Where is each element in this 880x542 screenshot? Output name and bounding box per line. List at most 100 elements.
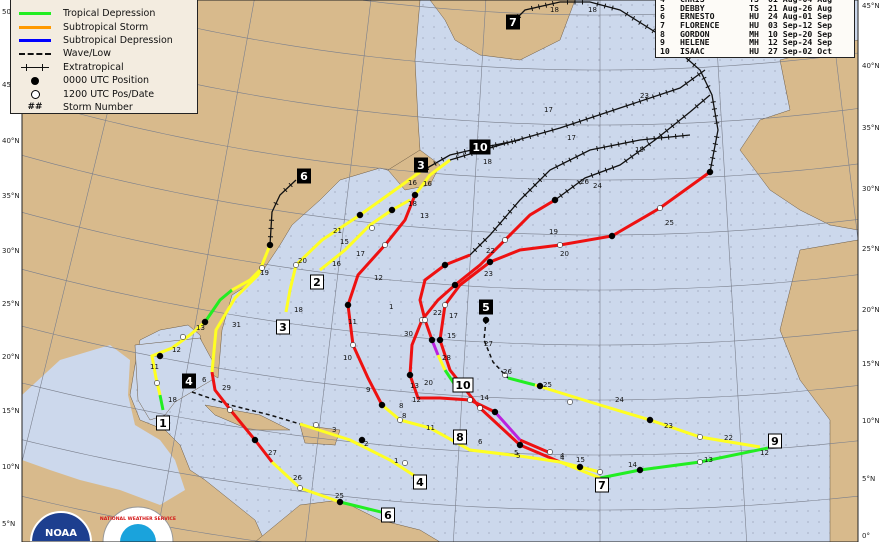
- europe: [739, 39, 858, 231]
- 0000-utc-position-dot: [251, 436, 259, 444]
- storm-table-row: 4CHRISTS01 Aug-04 Aug: [656, 0, 854, 4]
- date-label: 27: [484, 340, 493, 348]
- land-masses: [22, 0, 858, 542]
- 0000-utc-position-dot: [491, 408, 499, 416]
- extratropical-tick: [638, 98, 642, 104]
- extratropical-tick: [672, 87, 675, 93]
- date-label: 12: [374, 274, 383, 282]
- date-label: 11: [348, 318, 357, 326]
- date-label: 18: [588, 6, 597, 14]
- date-label: 23: [484, 270, 493, 278]
- date-label: 18: [168, 396, 177, 404]
- storm-number-text: 6: [300, 170, 308, 183]
- extratropical-tick: [696, 72, 701, 77]
- track-segment-tropical-depression: [158, 394, 165, 411]
- legend-symbol-crossed-line: [15, 62, 55, 72]
- date-label: 14: [628, 461, 637, 469]
- storm-num: 7: [660, 20, 665, 31]
- date-label: 20: [424, 379, 433, 387]
- noaa-logo: [29, 511, 93, 542]
- storm-table-row: 5 DEBBY TS 21 Aug-26 Aug: [656, 2, 854, 13]
- latitude-label: 40°N: [2, 137, 20, 145]
- storm-number-text: 2: [313, 276, 321, 289]
- date-label: 18: [550, 6, 559, 14]
- storm-number-6: 6: [381, 507, 395, 523]
- date-label: 28: [442, 354, 451, 362]
- extratropical-tick: [472, 247, 478, 253]
- extratropical-tick: [651, 28, 656, 34]
- track-segment-major-hurricane: [493, 411, 522, 441]
- greenland: [429, 0, 576, 61]
- storm-table-row: 9 HELENE MH 12 Sep-24 Sep: [656, 38, 854, 47]
- date-label: 1: [389, 303, 393, 311]
- extratropical-tick: [530, 5, 534, 11]
- storm-name: DEBBY: [680, 2, 705, 13]
- storm-type: TS: [749, 2, 759, 13]
- latitude-label: 30°N: [862, 185, 880, 193]
- storm-number-text: 9: [771, 435, 779, 448]
- legend-symbol-hashhash: ##: [27, 102, 43, 113]
- latitude-line: [87, 2, 858, 71]
- latitude-label: 35°N: [2, 192, 20, 200]
- storm-number-text: 5: [482, 301, 490, 314]
- 0000-utc-position-dot: [156, 352, 164, 360]
- 0000-utc-position-dot: [336, 498, 344, 506]
- 0000-utc-position-dot: [451, 281, 459, 289]
- extratropical-tick: [578, 118, 582, 124]
- date-label: 17: [449, 312, 458, 320]
- legend-symbol-line-orange: [15, 22, 55, 32]
- extratropical-tick: [624, 11, 629, 17]
- extratropical-tick: [497, 221, 503, 226]
- storm-type: MH: [749, 28, 759, 39]
- date-label: 14: [480, 394, 489, 402]
- extratropical-tick: [283, 187, 288, 193]
- nws-logo-text: NATIONAL WEATHER SERVICE: [100, 516, 176, 522]
- 1200-utc-position-dot: [369, 225, 375, 231]
- 1200-utc-position-dot: [597, 469, 603, 475]
- legend-symbol-line-blue: [15, 35, 55, 45]
- extratropical-tick: [712, 143, 718, 145]
- track-segment-tropical-depression: [339, 500, 386, 515]
- track-segment-tropical-storm: [284, 170, 421, 313]
- extratropical-tick: [568, 157, 572, 163]
- date-label: 26: [580, 178, 589, 186]
- date-label: 25: [335, 492, 344, 500]
- extratropical-tick: [521, 136, 524, 142]
- storm-type: MH: [749, 37, 759, 48]
- 1200-utc-position-dot: [402, 460, 408, 466]
- storm-number-9: 9: [768, 433, 782, 449]
- storm-dates: 27 Sep-02 Oct: [768, 46, 833, 57]
- extratropical-tick: [440, 156, 445, 162]
- nws-logo-emblem: [120, 524, 156, 542]
- storm-number-text: 1: [159, 417, 167, 430]
- 0000-utc-position-dot: [608, 232, 616, 240]
- date-label: 20: [298, 257, 307, 265]
- 1200-utc-position-dot: [502, 237, 508, 243]
- legend-label: 1200 UTC Pos/Date: [63, 88, 155, 100]
- storm-number-8: 8: [453, 429, 467, 445]
- date-label: 17: [544, 106, 553, 114]
- extratropical-tick: [612, 107, 615, 113]
- latitude-label: 30°N: [2, 247, 20, 255]
- extratropical-tick: [598, 112, 602, 118]
- 0000-utc-position-dot: [356, 211, 364, 219]
- date-label: 24: [615, 396, 624, 404]
- legend-symbol-black-dot: [15, 76, 55, 86]
- extratropical-tick: [690, 76, 695, 82]
- extratropical-tick: [551, 127, 554, 133]
- legend-label: Storm Number: [63, 101, 133, 113]
- 1200-utc-position-dot: [259, 265, 265, 271]
- 1200-utc-position-dot: [293, 262, 299, 268]
- storm-number-4: 4: [182, 373, 196, 389]
- latitude-label: 15°N: [2, 407, 20, 415]
- latitude-label: 45°N: [862, 2, 880, 10]
- extratropical-tick: [542, 172, 548, 178]
- latitude-label: 15°N: [862, 360, 880, 368]
- track-segment-tropical-storm: [436, 354, 447, 371]
- 0000-utc-position-dot: [411, 191, 419, 199]
- storm-table-row: 7 FLORENCE HU 03 Sep-12 Sep: [656, 21, 854, 30]
- date-label: 5: [514, 449, 518, 457]
- extratropical-tick: [710, 101, 716, 103]
- date-label: 18: [408, 200, 417, 208]
- extratropical-tick: [611, 5, 614, 11]
